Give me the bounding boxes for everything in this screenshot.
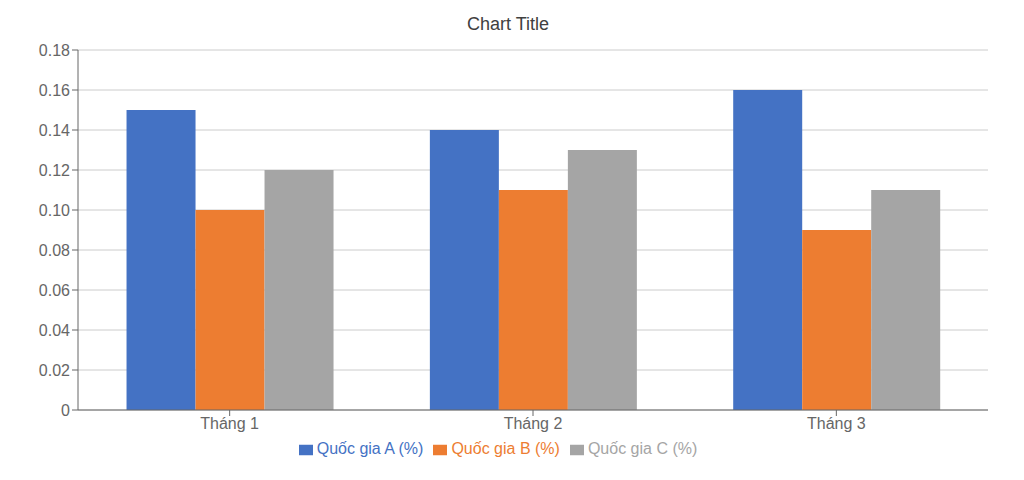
svg-text:0.12: 0.12 bbox=[39, 162, 70, 179]
svg-text:0.08: 0.08 bbox=[39, 242, 70, 259]
svg-text:0.16: 0.16 bbox=[39, 82, 70, 99]
svg-text:Tháng 3: Tháng 3 bbox=[807, 415, 866, 432]
svg-text:0: 0 bbox=[61, 402, 70, 419]
html-text:Quốc gia B (%): Quốc gia B (%) bbox=[451, 440, 560, 457]
svg-text:0.14: 0.14 bbox=[39, 122, 70, 139]
svg-text:Tháng 2: Tháng 2 bbox=[504, 415, 563, 432]
html-text:Chart Title: Chart Title bbox=[467, 14, 549, 34]
svg-text:0.10: 0.10 bbox=[39, 202, 70, 219]
svg-text:Tháng 1: Tháng 1 bbox=[200, 415, 259, 432]
html-text:Quốc gia C (%): Quốc gia C (%) bbox=[587, 440, 698, 457]
svg-text:0.06: 0.06 bbox=[39, 282, 70, 299]
svg-text:0.18: 0.18 bbox=[39, 42, 70, 59]
html-text:Quốc gia A (%): Quốc gia A (%) bbox=[316, 440, 424, 457]
svg-text:0.02: 0.02 bbox=[39, 362, 70, 379]
svg-text:0.04: 0.04 bbox=[39, 322, 70, 339]
